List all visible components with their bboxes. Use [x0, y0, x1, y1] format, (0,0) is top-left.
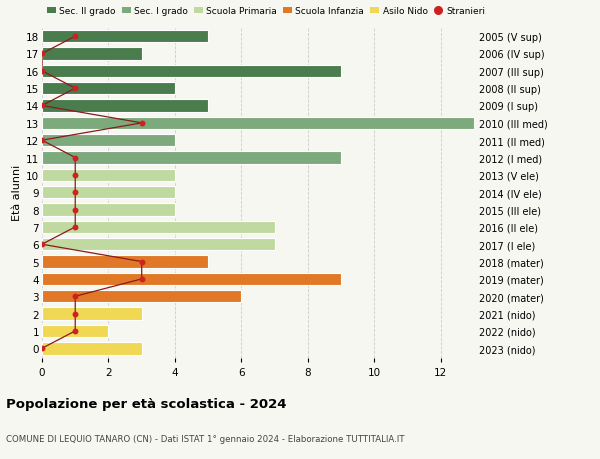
Point — [70, 34, 80, 41]
Bar — [42, 186, 175, 199]
Point — [137, 258, 146, 266]
Point — [70, 189, 80, 196]
Point — [37, 68, 47, 75]
Point — [37, 137, 47, 145]
Bar — [42, 273, 341, 285]
Text: COMUNE DI LEQUIO TANARO (CN) - Dati ISTAT 1° gennaio 2024 - Elaborazione TUTTITA: COMUNE DI LEQUIO TANARO (CN) - Dati ISTA… — [6, 434, 404, 443]
Bar — [42, 169, 175, 182]
Bar — [42, 204, 175, 216]
Point — [137, 275, 146, 283]
Bar — [42, 118, 474, 130]
Bar — [42, 31, 208, 43]
Bar — [42, 152, 341, 164]
Point — [37, 50, 47, 58]
Point — [70, 155, 80, 162]
Y-axis label: Età alunni: Età alunni — [12, 165, 22, 221]
Point — [70, 207, 80, 214]
Point — [37, 241, 47, 248]
Text: Anni di nascita: Anni di nascita — [597, 154, 600, 231]
Point — [70, 293, 80, 300]
Point — [70, 224, 80, 231]
Bar — [42, 66, 341, 78]
Bar — [42, 134, 175, 147]
Bar — [42, 308, 142, 320]
Bar — [42, 83, 175, 95]
Bar — [42, 325, 109, 337]
Bar — [42, 100, 208, 112]
Point — [37, 345, 47, 352]
Point — [70, 85, 80, 93]
Bar — [42, 256, 208, 268]
Point — [70, 310, 80, 318]
Point — [70, 172, 80, 179]
Point — [137, 120, 146, 127]
Point — [70, 328, 80, 335]
Bar — [42, 221, 275, 234]
Bar — [42, 48, 142, 61]
Bar — [42, 342, 142, 355]
Point — [37, 103, 47, 110]
Bar — [42, 291, 241, 303]
Legend: Sec. II grado, Sec. I grado, Scuola Primaria, Scuola Infanzia, Asilo Nido, Stran: Sec. II grado, Sec. I grado, Scuola Prim… — [47, 7, 485, 17]
Text: Popolazione per età scolastica - 2024: Popolazione per età scolastica - 2024 — [6, 397, 287, 410]
Bar — [42, 239, 275, 251]
